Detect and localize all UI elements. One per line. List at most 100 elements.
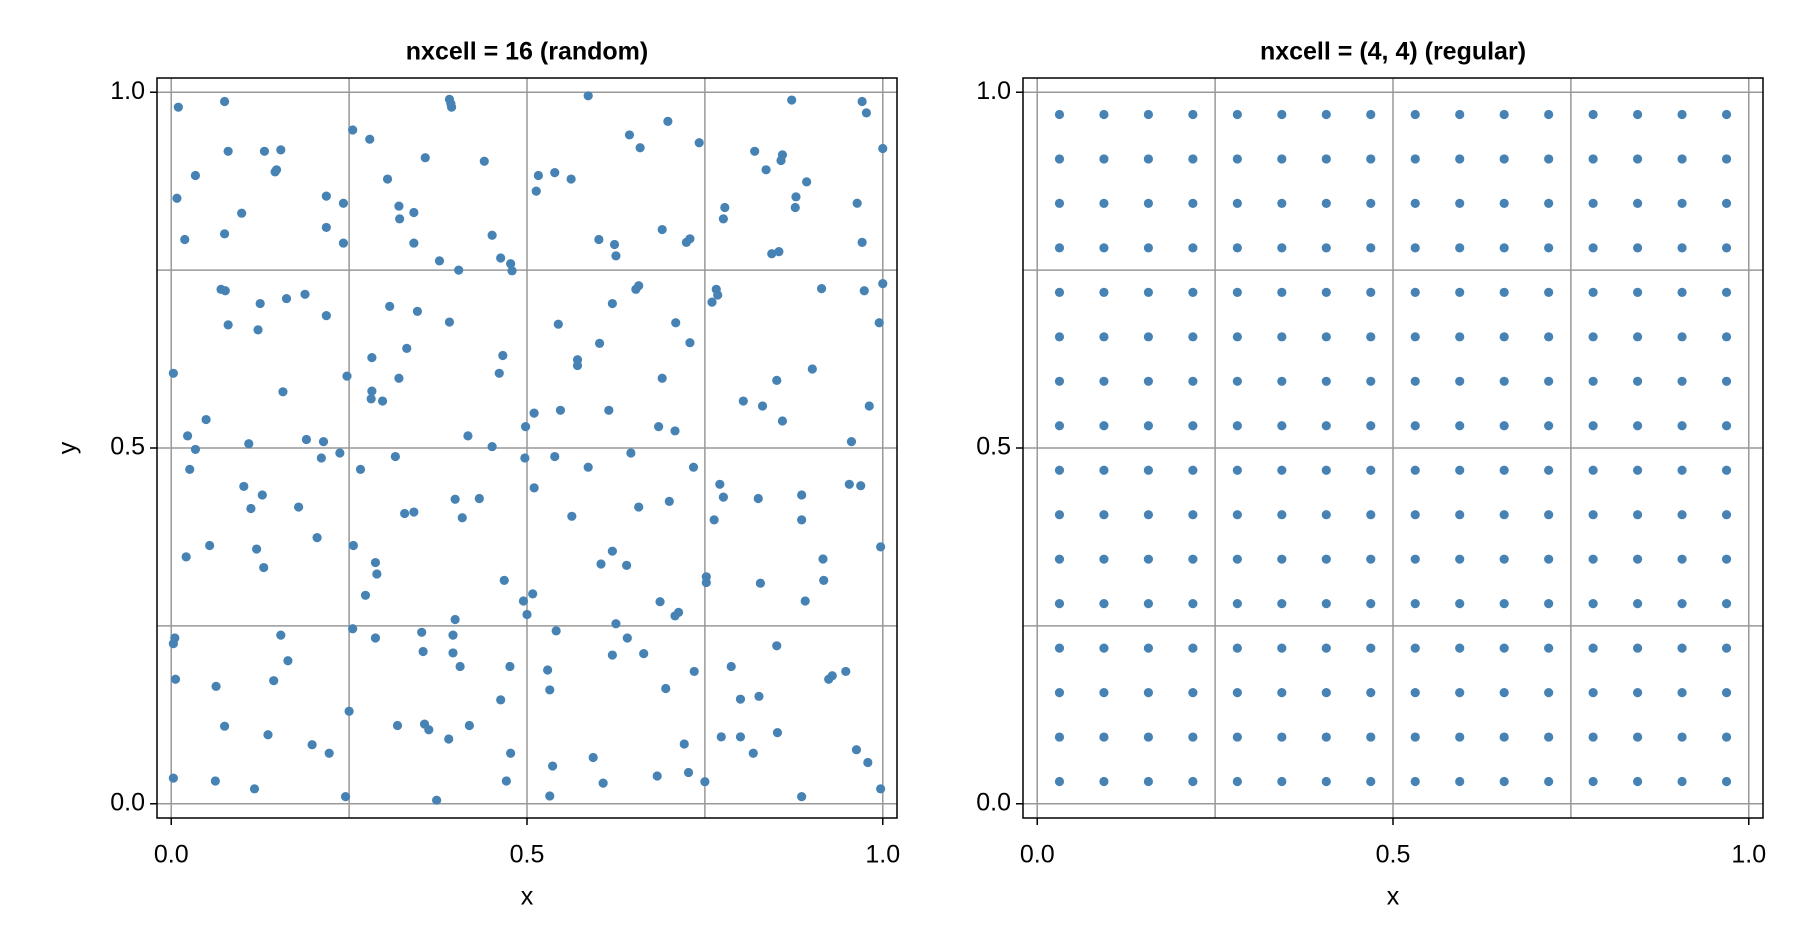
point (276, 630, 286, 640)
point (223, 320, 233, 330)
point (348, 624, 358, 634)
point (1232, 554, 1242, 564)
y-tick-label: 1.0 (110, 77, 145, 105)
point (1588, 554, 1598, 564)
point (1099, 776, 1109, 787)
point (1054, 776, 1065, 787)
point (1366, 332, 1376, 342)
point (529, 408, 539, 418)
y-tick-label: 0.0 (976, 788, 1011, 816)
point (1143, 376, 1154, 386)
point (205, 540, 215, 551)
point (335, 448, 345, 458)
x-axis-label: x (1387, 883, 1400, 911)
point (861, 108, 872, 118)
point (604, 405, 614, 415)
point (259, 146, 270, 156)
point (1232, 287, 1242, 297)
point (1054, 198, 1065, 209)
point (1277, 776, 1287, 787)
point (1321, 732, 1331, 742)
point (1632, 154, 1643, 164)
point (1143, 421, 1154, 431)
point (1632, 465, 1643, 475)
point (348, 125, 358, 135)
point (1588, 154, 1598, 164)
point (716, 732, 726, 742)
point (1232, 332, 1242, 342)
point (1677, 643, 1687, 653)
point (528, 589, 538, 599)
point (588, 752, 598, 763)
point (1588, 687, 1598, 698)
point (1544, 554, 1554, 564)
point (661, 683, 671, 694)
point (670, 611, 680, 621)
point (1188, 421, 1198, 431)
point (1188, 776, 1198, 787)
point (278, 387, 288, 397)
point (370, 633, 381, 643)
point (1321, 243, 1331, 253)
point (1366, 421, 1376, 431)
point (622, 560, 632, 571)
point (1366, 198, 1376, 209)
point (211, 681, 221, 691)
point (1188, 599, 1198, 609)
point (1277, 554, 1287, 564)
point (1232, 510, 1242, 520)
point (694, 138, 704, 148)
point (1188, 376, 1198, 386)
point (1721, 599, 1732, 609)
point (635, 143, 645, 153)
point (874, 318, 884, 328)
point (1588, 732, 1598, 742)
point (1588, 287, 1598, 297)
point (1632, 421, 1643, 431)
point (444, 734, 454, 744)
point (859, 286, 869, 296)
point (1143, 687, 1154, 698)
point (1143, 198, 1154, 209)
point (1321, 198, 1331, 209)
point (1632, 287, 1643, 297)
point (1054, 332, 1065, 342)
point (1677, 776, 1687, 787)
point (366, 394, 376, 404)
point (1099, 332, 1109, 342)
point (1721, 243, 1732, 253)
point (671, 318, 681, 328)
point (370, 557, 381, 568)
point (1188, 198, 1198, 209)
point (1232, 732, 1242, 742)
point (321, 311, 331, 321)
point (457, 513, 467, 523)
point (738, 396, 748, 406)
point (1366, 510, 1376, 520)
point (1277, 732, 1287, 742)
point (498, 350, 508, 361)
point (634, 502, 644, 512)
point (1099, 599, 1109, 609)
point (1143, 154, 1154, 164)
point (1721, 109, 1732, 120)
point (1721, 465, 1732, 475)
point (1099, 643, 1109, 653)
point (1632, 376, 1643, 386)
point (168, 773, 178, 783)
point (846, 436, 857, 447)
point (777, 416, 788, 426)
point (1721, 510, 1732, 520)
point (1410, 465, 1420, 475)
point (505, 661, 515, 672)
point (1321, 465, 1331, 475)
point (1232, 687, 1242, 698)
point (1321, 332, 1331, 342)
point (1143, 732, 1154, 742)
point (1677, 554, 1687, 564)
point (1632, 554, 1643, 564)
point (1143, 776, 1154, 787)
point (506, 748, 516, 758)
point (219, 721, 230, 731)
point (418, 646, 428, 657)
